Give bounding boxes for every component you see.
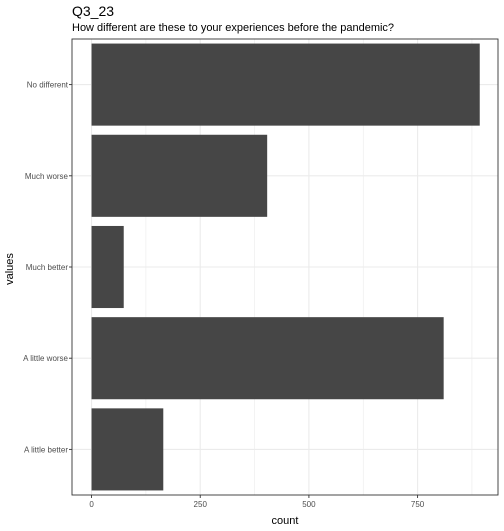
y-tick-label: No different: [27, 81, 69, 90]
y-tick-label: Much better: [26, 263, 69, 272]
bar: [91, 317, 444, 400]
y-tick-label: Much worse: [25, 172, 69, 181]
bar: [91, 134, 268, 217]
x-tick-label: 500: [302, 500, 316, 509]
x-tick-label: 750: [411, 500, 425, 509]
y-tick-label: A little worse: [23, 354, 68, 363]
x-tick-label: 250: [194, 500, 208, 509]
bars: [91, 43, 480, 491]
y-axis-title: values: [4, 253, 16, 285]
chart-subtitle: How different are these to your experien…: [72, 22, 394, 34]
bar: [91, 225, 124, 309]
bar: [91, 408, 164, 491]
y-tick-label: A little better: [24, 445, 68, 454]
x-tick-label: 0: [89, 500, 94, 509]
bar: [91, 43, 480, 126]
x-axis-title: count: [272, 515, 299, 527]
x-axis: 0 250 500 750: [89, 495, 425, 509]
y-axis: No different Much worse Much better A littl…: [23, 81, 72, 454]
chart-title: Q3_23: [72, 3, 114, 19]
